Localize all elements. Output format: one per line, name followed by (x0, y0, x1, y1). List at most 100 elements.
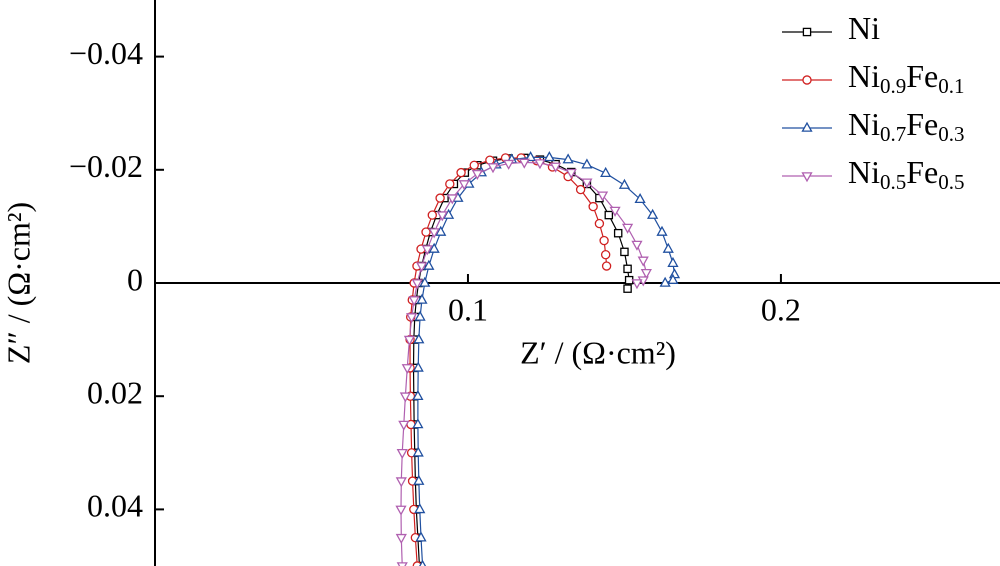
marker (456, 167, 466, 178)
series-line (412, 157, 630, 566)
marker (458, 180, 470, 191)
marker (634, 192, 646, 204)
marker (395, 533, 407, 544)
marker (656, 225, 668, 236)
marker (487, 163, 499, 174)
marker (398, 420, 410, 431)
marker (518, 158, 530, 169)
marker (600, 249, 611, 260)
marker (413, 474, 425, 485)
marker (428, 242, 440, 253)
marker (594, 218, 605, 229)
marker (524, 151, 537, 162)
marker (403, 335, 416, 346)
marker (469, 160, 479, 170)
marker (435, 225, 447, 236)
marker (442, 208, 455, 219)
marker (662, 242, 674, 253)
x-tick-label: 0.2 (761, 291, 801, 327)
marker (575, 184, 586, 195)
marker (419, 559, 427, 566)
marker (631, 279, 643, 290)
marker (601, 261, 612, 271)
marker (565, 168, 577, 179)
marker (801, 172, 813, 183)
marker (428, 228, 440, 239)
marker (414, 310, 426, 321)
marker (534, 159, 546, 170)
marker (445, 179, 455, 189)
marker (446, 194, 458, 205)
marker (562, 153, 574, 164)
marker (411, 279, 423, 290)
marker (801, 121, 813, 132)
marker (412, 446, 424, 457)
marker (396, 562, 408, 566)
marker (637, 256, 649, 267)
marker (485, 155, 495, 165)
marker (395, 477, 407, 488)
marker (623, 264, 632, 274)
marker (623, 284, 632, 293)
marker (631, 240, 643, 251)
x-tick-label: 0.1 (448, 291, 488, 327)
y-tick-label: −0.02 (69, 148, 143, 184)
marker (624, 275, 634, 285)
marker (412, 361, 424, 372)
marker (412, 561, 422, 566)
marker (406, 313, 418, 324)
marker (659, 276, 671, 287)
marker (802, 27, 812, 37)
y-axis-label: Z″ / (Ω·cm²) (0, 202, 36, 364)
y-tick-label: −0.04 (69, 35, 143, 71)
marker (427, 210, 437, 220)
legend-label: Ni0.5Fe0.5 (848, 154, 965, 193)
marker (503, 159, 515, 170)
marker (416, 262, 428, 273)
marker (421, 245, 433, 256)
marker (618, 178, 631, 189)
marker (621, 223, 634, 234)
series-line (400, 161, 647, 566)
marker (412, 418, 424, 429)
marker (604, 210, 614, 220)
marker (419, 276, 431, 287)
marker (802, 75, 812, 85)
marker (596, 191, 609, 202)
marker (640, 269, 652, 280)
marker (421, 227, 431, 237)
marker (413, 333, 425, 344)
marker (435, 193, 445, 203)
marker (436, 211, 448, 222)
x-axis-label: Z′ / (Ω·cm²) (520, 334, 676, 370)
marker (423, 259, 435, 270)
marker (581, 158, 593, 169)
y-tick-label: 0.02 (87, 375, 143, 411)
marker (588, 201, 598, 212)
marker (599, 235, 609, 246)
marker (415, 531, 427, 542)
y-tick-label: 0.04 (87, 488, 143, 524)
marker (471, 169, 483, 181)
marker (549, 162, 562, 173)
marker (581, 178, 593, 189)
marker (609, 206, 621, 217)
marker (414, 503, 426, 514)
marker (620, 247, 629, 257)
marker (600, 166, 612, 177)
y-tick-label: 0 (127, 261, 143, 297)
marker (396, 448, 408, 460)
marker (667, 256, 679, 267)
legend-label: Ni0.7Fe0.3 (848, 106, 965, 145)
marker (668, 268, 681, 279)
marker (395, 505, 407, 516)
marker (412, 389, 424, 401)
marker (399, 392, 411, 403)
marker (543, 151, 555, 162)
marker (613, 228, 623, 238)
marker (667, 273, 679, 284)
marker (416, 293, 428, 304)
legend-label: Ni (848, 10, 880, 46)
marker (647, 208, 659, 219)
